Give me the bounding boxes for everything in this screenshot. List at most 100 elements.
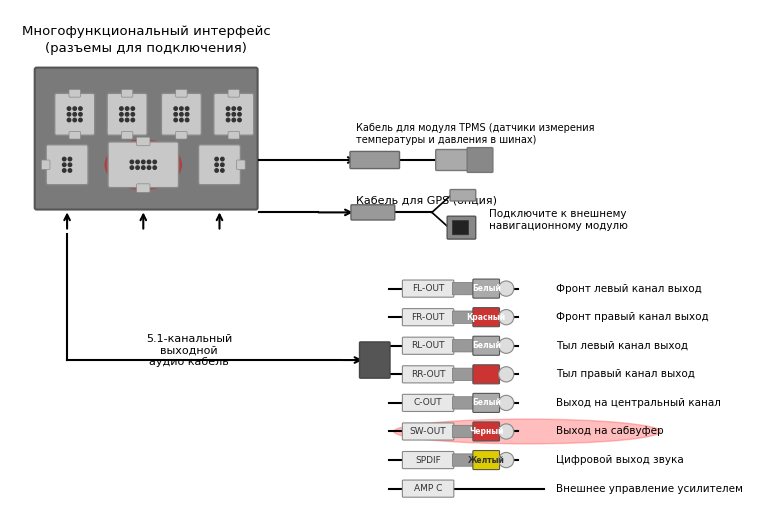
Circle shape (136, 160, 139, 164)
Circle shape (498, 424, 514, 439)
FancyBboxPatch shape (359, 342, 390, 378)
Text: Подключите к внешнему
навигационному модулю: Подключите к внешнему навигационному мод… (489, 209, 628, 231)
Circle shape (126, 118, 129, 122)
Circle shape (79, 113, 82, 116)
FancyBboxPatch shape (452, 311, 474, 324)
Text: Кабель для GPS (опция): Кабель для GPS (опция) (355, 196, 497, 206)
Circle shape (226, 113, 230, 116)
Text: RL-OUT: RL-OUT (412, 341, 445, 350)
Circle shape (498, 367, 514, 382)
Circle shape (131, 113, 134, 116)
FancyBboxPatch shape (228, 90, 240, 97)
Circle shape (498, 395, 514, 411)
Circle shape (232, 107, 236, 110)
FancyBboxPatch shape (402, 280, 454, 297)
FancyBboxPatch shape (467, 147, 493, 172)
Circle shape (119, 118, 123, 122)
FancyBboxPatch shape (108, 142, 179, 188)
FancyBboxPatch shape (137, 184, 150, 192)
Text: RR-OUT: RR-OUT (411, 370, 445, 379)
Circle shape (62, 157, 66, 161)
FancyBboxPatch shape (402, 452, 454, 468)
FancyBboxPatch shape (162, 93, 201, 135)
Circle shape (67, 107, 71, 110)
Circle shape (232, 113, 236, 116)
Circle shape (126, 107, 129, 110)
FancyBboxPatch shape (228, 131, 240, 139)
FancyBboxPatch shape (473, 393, 500, 413)
FancyBboxPatch shape (351, 205, 394, 220)
Text: FR-OUT: FR-OUT (412, 313, 445, 321)
Circle shape (141, 166, 145, 169)
Text: Белый: Белый (472, 399, 501, 407)
FancyBboxPatch shape (450, 190, 476, 201)
FancyBboxPatch shape (452, 368, 474, 380)
Text: Белый: Белый (472, 341, 501, 350)
Circle shape (148, 166, 151, 169)
Circle shape (221, 163, 224, 167)
FancyBboxPatch shape (176, 90, 187, 97)
Circle shape (67, 118, 71, 122)
Circle shape (174, 113, 177, 116)
Text: Желтый: Желтый (468, 455, 505, 465)
Circle shape (68, 157, 72, 161)
Circle shape (153, 160, 156, 164)
Text: Белый: Белый (472, 284, 501, 293)
FancyBboxPatch shape (402, 394, 454, 412)
Circle shape (221, 157, 224, 161)
FancyBboxPatch shape (69, 131, 80, 139)
Circle shape (215, 169, 219, 172)
FancyBboxPatch shape (237, 160, 245, 169)
Ellipse shape (394, 419, 661, 444)
FancyBboxPatch shape (402, 480, 454, 497)
FancyBboxPatch shape (473, 279, 500, 298)
FancyBboxPatch shape (55, 93, 95, 135)
Text: Кабель для модуля TPMS (датчики измерения
температуры и давления в шинах): Кабель для модуля TPMS (датчики измерени… (355, 123, 594, 145)
Circle shape (148, 160, 151, 164)
Circle shape (498, 309, 514, 325)
Circle shape (131, 107, 134, 110)
FancyBboxPatch shape (69, 90, 80, 97)
FancyBboxPatch shape (214, 93, 254, 135)
Text: Выход на центральный канал: Выход на центральный канал (556, 398, 721, 408)
FancyBboxPatch shape (402, 337, 454, 354)
Text: Тыл левый канал выход: Тыл левый канал выход (556, 341, 688, 351)
FancyBboxPatch shape (473, 451, 500, 469)
Circle shape (237, 107, 241, 110)
FancyBboxPatch shape (121, 90, 133, 97)
Circle shape (237, 118, 241, 122)
FancyBboxPatch shape (402, 366, 454, 383)
FancyBboxPatch shape (402, 423, 454, 440)
FancyBboxPatch shape (473, 422, 500, 441)
Text: Красный: Красный (466, 313, 506, 321)
Circle shape (153, 166, 156, 169)
Circle shape (73, 113, 77, 116)
Circle shape (498, 452, 514, 468)
Text: Внешнее управление усилителем: Внешнее управление усилителем (556, 483, 743, 493)
FancyBboxPatch shape (41, 160, 50, 169)
Circle shape (180, 107, 183, 110)
Text: FL-OUT: FL-OUT (412, 284, 444, 293)
Circle shape (73, 118, 77, 122)
Circle shape (498, 338, 514, 353)
Circle shape (68, 169, 72, 172)
FancyBboxPatch shape (350, 152, 400, 169)
Text: Черный: Черный (469, 427, 504, 436)
Ellipse shape (105, 140, 181, 190)
FancyBboxPatch shape (452, 282, 474, 295)
FancyBboxPatch shape (436, 150, 471, 170)
FancyBboxPatch shape (402, 308, 454, 326)
FancyBboxPatch shape (452, 220, 469, 235)
Circle shape (221, 169, 224, 172)
Circle shape (119, 107, 123, 110)
Text: SPDIF: SPDIF (415, 455, 441, 465)
FancyBboxPatch shape (198, 145, 241, 185)
Circle shape (185, 107, 189, 110)
FancyBboxPatch shape (452, 340, 474, 352)
Circle shape (119, 113, 123, 116)
Circle shape (67, 113, 71, 116)
Circle shape (130, 166, 134, 169)
Text: C-OUT: C-OUT (414, 399, 442, 407)
FancyBboxPatch shape (452, 425, 474, 438)
FancyBboxPatch shape (46, 145, 88, 185)
